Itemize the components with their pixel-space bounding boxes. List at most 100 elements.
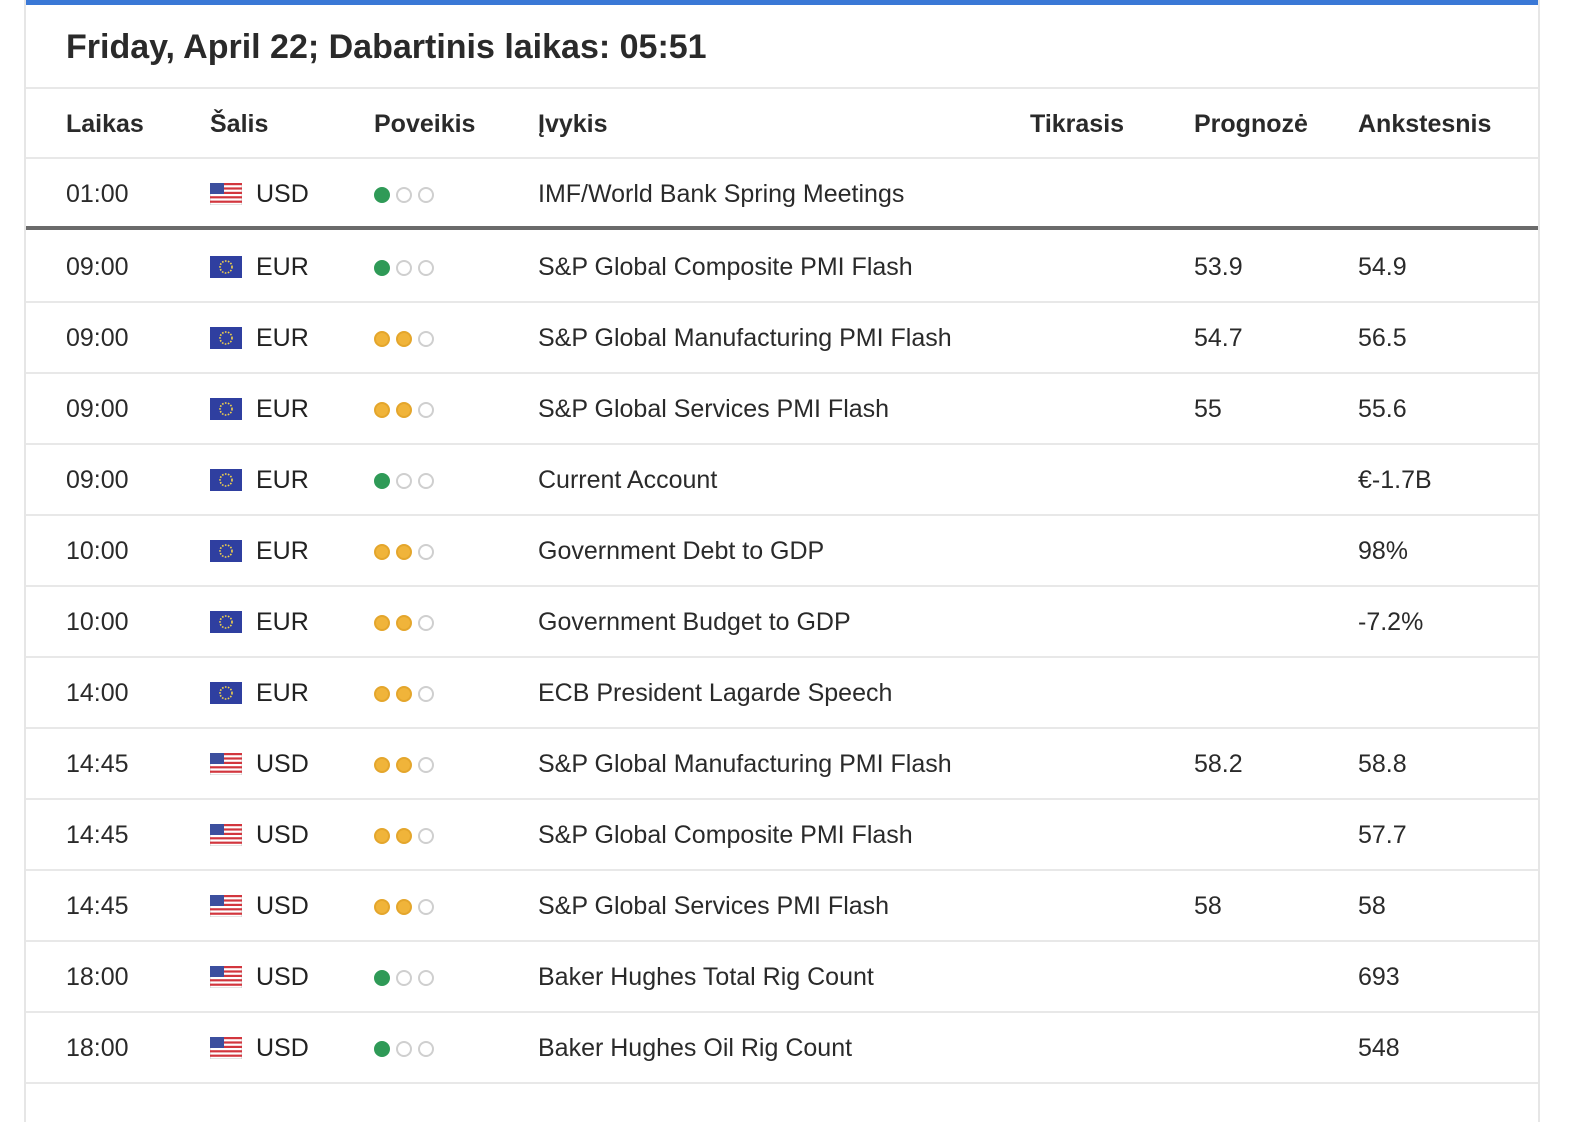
impact-dot [418, 615, 434, 631]
top-accent-bar [26, 0, 1538, 5]
table-row[interactable]: 14:45 USD S&P Global Manufacturing PMI Fla… [26, 729, 1538, 800]
impact-indicator [374, 1041, 434, 1057]
column-header-forecast[interactable]: Prognozė [1194, 110, 1308, 138]
impact-dot [396, 544, 412, 560]
event-name[interactable]: S&P Global Composite PMI Flash [538, 821, 913, 849]
impact-dot [396, 331, 412, 347]
impact-dot [374, 544, 390, 560]
table-row[interactable]: 14:45 USD S&P Global Composite PMI Flash 57… [26, 800, 1538, 871]
column-header-country[interactable]: Šalis [210, 110, 269, 138]
previous-value: 58 [1358, 892, 1386, 920]
event-name[interactable]: Baker Hughes Total Rig Count [538, 963, 874, 991]
event-time: 01:00 [66, 180, 129, 208]
table-row[interactable]: 09:00 EUR S&P Global Services PMI Flash 55 5… [26, 374, 1538, 445]
impact-dot [418, 970, 434, 986]
event-name[interactable]: Baker Hughes Oil Rig Count [538, 1034, 853, 1062]
country-code: USD [256, 1034, 309, 1062]
us-flag-icon [209, 752, 243, 776]
country-code: EUR [256, 395, 309, 423]
event-name[interactable]: ECB President Lagarde Speech [538, 679, 893, 707]
impact-indicator [374, 615, 434, 631]
impact-dot [374, 970, 390, 986]
previous-value: 55.6 [1358, 395, 1407, 423]
event-name[interactable]: S&P Global Services PMI Flash [538, 892, 890, 920]
impact-dot [396, 757, 412, 773]
previous-value: 98% [1358, 537, 1409, 565]
eu-flag-icon [210, 682, 242, 704]
country-code: USD [256, 180, 309, 208]
table-row[interactable]: 10:00 EUR Government Budget to GDP -7.2% [26, 587, 1538, 658]
impact-dot [374, 828, 390, 844]
event-time: 14:45 [66, 821, 129, 849]
impact-dot [418, 757, 434, 773]
event-name[interactable]: Government Debt to GDP [538, 537, 825, 565]
table-row[interactable]: 14:00 EUR ECB President Lagarde Speech [26, 658, 1538, 729]
column-header-impact[interactable]: Poveikis [374, 110, 476, 138]
impact-dot [418, 686, 434, 702]
previous-value: -7.2% [1358, 608, 1424, 636]
event-time: 09:00 [66, 466, 129, 494]
previous-value: 693 [1358, 963, 1400, 991]
event-time: 18:00 [66, 963, 129, 991]
country-code: EUR [256, 537, 309, 565]
column-header-previous[interactable]: Ankstesnis [1358, 110, 1492, 138]
event-name[interactable]: Current Account [538, 466, 718, 494]
us-flag-icon [209, 182, 243, 206]
impact-dot [396, 260, 412, 276]
impact-dot [396, 970, 412, 986]
event-time: 14:45 [66, 892, 129, 920]
table-row[interactable]: 09:00 EUR Current Account €-1.7B [26, 445, 1538, 516]
table-row[interactable]: 18:00 USD Baker Hughes Oil Rig Count 548 [26, 1013, 1538, 1084]
impact-indicator [374, 757, 434, 773]
impact-dot [374, 1041, 390, 1057]
page-title: Friday, April 22; Dabartinis laikas: 05:… [66, 28, 707, 66]
column-header-event[interactable]: Įvykis [538, 110, 608, 138]
previous-value: 56.5 [1358, 324, 1407, 352]
impact-indicator [374, 473, 434, 489]
impact-dot [374, 757, 390, 773]
impact-dot [374, 260, 390, 276]
previous-value: 548 [1358, 1034, 1400, 1062]
event-name[interactable]: S&P Global Manufacturing PMI Flash [538, 324, 952, 352]
table-row[interactable]: 09:00 EUR S&P Global Manufacturing PMI Fla… [26, 303, 1538, 374]
event-time: 09:00 [66, 395, 129, 423]
impact-dot [374, 402, 390, 418]
table-row[interactable]: 18:00 USD Baker Hughes Total Rig Count 693 [26, 942, 1538, 1013]
impact-dot [418, 331, 434, 347]
eu-flag-icon [210, 327, 242, 349]
eu-flag-icon [210, 256, 242, 278]
impact-dot [396, 899, 412, 915]
impact-dot [396, 828, 412, 844]
forecast-value: 54.7 [1194, 324, 1243, 352]
eu-flag-icon [210, 398, 242, 420]
us-flag-icon [209, 965, 243, 989]
table-row[interactable]: 14:45 USD S&P Global Services PMI Flash 58 5… [26, 871, 1538, 942]
previous-value: 57.7 [1358, 821, 1407, 849]
event-name[interactable]: IMF/World Bank Spring Meetings [538, 180, 905, 208]
impact-dot [418, 544, 434, 560]
event-name[interactable]: S&P Global Composite PMI Flash [538, 253, 913, 281]
economic-calendar-panel: Friday, April 22; Dabartinis laikas: 05:… [24, 0, 1540, 1122]
event-name[interactable]: S&P Global Manufacturing PMI Flash [538, 750, 952, 778]
table-row[interactable]: 10:00 EUR Government Debt to GDP 98% [26, 516, 1538, 587]
column-header-actual[interactable]: Tikrasis [1030, 110, 1125, 138]
impact-indicator [374, 187, 434, 203]
impact-dot [396, 686, 412, 702]
column-header-time[interactable]: Laikas [66, 110, 144, 138]
country-code: EUR [256, 253, 309, 281]
previous-value: €-1.7B [1358, 466, 1432, 494]
impact-dot [374, 331, 390, 347]
event-name[interactable]: S&P Global Services PMI Flash [538, 395, 890, 423]
event-name[interactable]: Government Budget to GDP [538, 608, 851, 636]
event-time: 09:00 [66, 253, 129, 281]
forecast-value: 58 [1194, 892, 1222, 920]
country-code: EUR [256, 324, 309, 352]
impact-dot [418, 187, 434, 203]
event-time: 09:00 [66, 324, 129, 352]
country-code: USD [256, 892, 309, 920]
forecast-value: 53.9 [1194, 253, 1243, 281]
event-time: 18:00 [66, 1034, 129, 1062]
us-flag-icon [209, 894, 243, 918]
table-row[interactable]: 01:00 USD IMF/World Bank Spring Meetings [26, 159, 1538, 230]
table-row[interactable]: 09:00 EUR S&P Global Composite PMI Flash 53… [26, 232, 1538, 303]
